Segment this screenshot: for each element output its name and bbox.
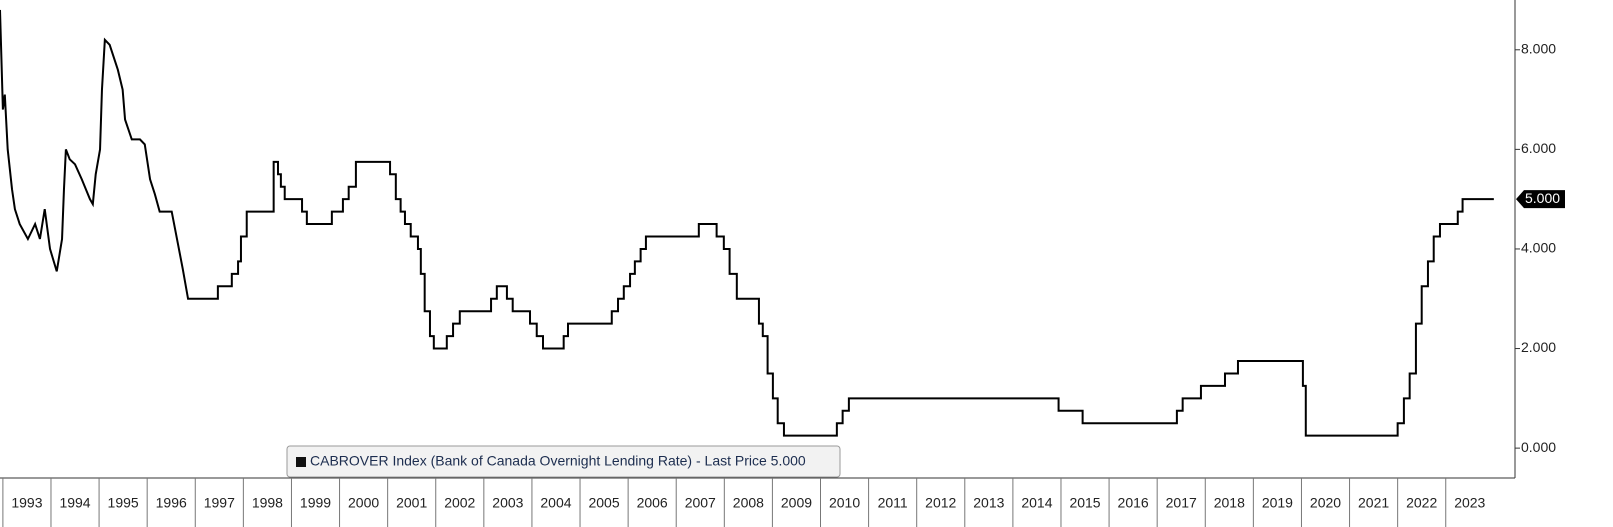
x-tick-label: 2023 bbox=[1454, 495, 1485, 511]
x-tick-label: 2008 bbox=[733, 495, 764, 511]
x-tick-label: 2013 bbox=[973, 495, 1004, 511]
x-tick-label: 1999 bbox=[300, 495, 331, 511]
x-tick-label: 2011 bbox=[878, 495, 908, 511]
y-tick-label: 8.000 bbox=[1521, 40, 1556, 56]
y-tick-label: 4.000 bbox=[1521, 240, 1556, 256]
x-tick-label: 2007 bbox=[685, 495, 716, 511]
legend-box bbox=[286, 445, 841, 478]
x-tick-label: 2004 bbox=[540, 495, 571, 511]
x-tick-label: 1995 bbox=[108, 495, 139, 511]
x-tick-label: 1996 bbox=[156, 495, 187, 511]
series-line bbox=[0, 9, 1494, 437]
x-tick-label: 2012 bbox=[925, 495, 956, 511]
x-tick-label: 1997 bbox=[204, 495, 235, 511]
x-tick-label: 2021 bbox=[1358, 495, 1389, 511]
x-tick-label: 1998 bbox=[252, 495, 283, 511]
x-tick-label: 1993 bbox=[11, 495, 42, 511]
x-tick-label: 2010 bbox=[829, 495, 860, 511]
x-tick-label: 2019 bbox=[1262, 495, 1293, 511]
last-price-tag bbox=[1516, 190, 1565, 209]
x-tick-label: 2017 bbox=[1166, 495, 1197, 511]
legend: CABROVER Index (Bank of Canada Overnight… bbox=[286, 445, 841, 478]
x-tick-label: 2015 bbox=[1069, 495, 1100, 511]
last-price-label: 5.000 bbox=[1525, 190, 1560, 206]
x-tick-label: 2006 bbox=[637, 495, 668, 511]
x-tick-label: 2001 bbox=[396, 495, 427, 511]
x-tick-label: 2002 bbox=[444, 495, 475, 511]
x-tick-label: 2014 bbox=[1021, 495, 1052, 511]
x-tick-label: 2022 bbox=[1406, 495, 1437, 511]
x-tick-label: 2018 bbox=[1214, 495, 1245, 511]
x-tick-label: 2020 bbox=[1310, 495, 1341, 511]
x-tick-label: 2016 bbox=[1118, 495, 1149, 511]
x-tick-label: 2005 bbox=[588, 495, 619, 511]
x-tick-label: 2009 bbox=[781, 495, 812, 511]
x-tick-label: 1994 bbox=[59, 495, 90, 511]
y-tick-label: 2.000 bbox=[1521, 339, 1556, 355]
y-tick-label: 0.000 bbox=[1521, 439, 1556, 455]
x-tick-label: 2000 bbox=[348, 495, 379, 511]
y-tick-label: 6.000 bbox=[1521, 140, 1556, 156]
legend-swatch bbox=[296, 457, 306, 467]
legend-label: CABROVER Index (Bank of Canada Overnight… bbox=[310, 453, 806, 469]
x-tick-label: 2003 bbox=[492, 495, 523, 511]
